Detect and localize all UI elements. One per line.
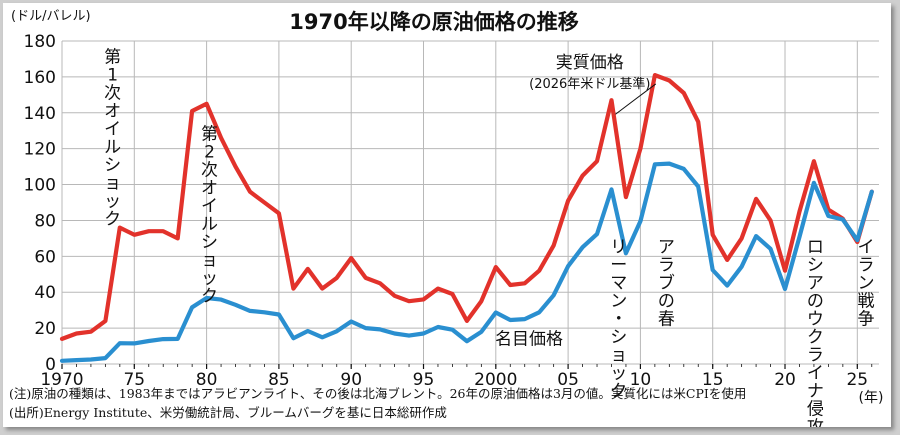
x-tick-label: 2000 [474,370,517,390]
nominal-price-line [59,161,874,363]
oil-shock-2-label: 第 2 次オイルショック [201,125,218,307]
y-tick-label: 100 [24,176,56,196]
x-tick-label: 10 [630,370,652,390]
x-tick-label: 95 [413,370,435,390]
chart-frame: 0 20 40 60 80 100 120 140 160 180 1970 75 80 85 90 95 20… [3,3,891,427]
arab-spring-label: アラブの春 [658,238,675,330]
y-tick-label: 20 [34,319,56,339]
x-tick-label: 1970 [40,370,83,390]
ukraine-label: ロシアのウクライナ侵攻 [807,238,824,427]
y-tick-label: 120 [24,140,56,160]
chart-svg: 0 20 40 60 80 100 120 140 160 180 1970 75 80 85 90 95 20… [9,9,884,427]
note-line-2: (出所)Energy Institute、米労働統計局、ブルームバーグを基に日本… [9,405,447,420]
y-axis-unit: (ドル/バレル) [11,9,91,24]
y-tick-label: 160 [24,68,56,88]
x-tick-label: 15 [702,370,724,390]
note-line-1: (注)原油の種類は、1983年まではアラビアンライト、その後は北海ブレント。26… [9,386,746,401]
x-tick-label: 85 [268,370,290,390]
oil-shock-1-label: 第 1 次オイルショック [104,48,121,230]
iran-war-label: イラン戦争 [857,238,874,330]
real-price-leader-line [615,83,657,115]
real-price-line [59,72,874,341]
y-tick-label: 40 [34,283,56,303]
axis-layer: 0 20 40 60 80 100 120 140 160 180 1970 75 80 85 90 95 20… [24,32,873,390]
x-tick-label: 05 [557,370,579,390]
x-tick-label: 20 [774,370,796,390]
nominal-price-label: 名目価格 [495,329,563,349]
y-tick-label: 140 [24,104,56,124]
series-layer [59,72,874,363]
x-tick-label: 75 [123,370,145,390]
y-tick-label: 60 [34,247,56,267]
y-tick-label: 80 [34,211,56,231]
real-price-label: 実質価格 [556,53,624,73]
chart-title: 1970年以降の原油価格の推移 [289,10,578,34]
real-price-sublabel: (2026年米ドル基準) [529,76,650,92]
x-axis-unit: (年) [859,390,884,406]
x-tick-label: 80 [196,370,218,390]
lehman-label: リーマン・ショック [610,238,627,402]
y-tick-label: 0 [45,355,56,375]
annotation-layer: 第 1 次オイルショック 第 2 次オイルショック 実質価格 (2026年米ドル基準) 名目価格… [104,48,874,427]
x-tick-label: 90 [340,370,362,390]
x-tick-label: 25 [846,370,868,390]
y-tick-label: 180 [24,32,56,52]
